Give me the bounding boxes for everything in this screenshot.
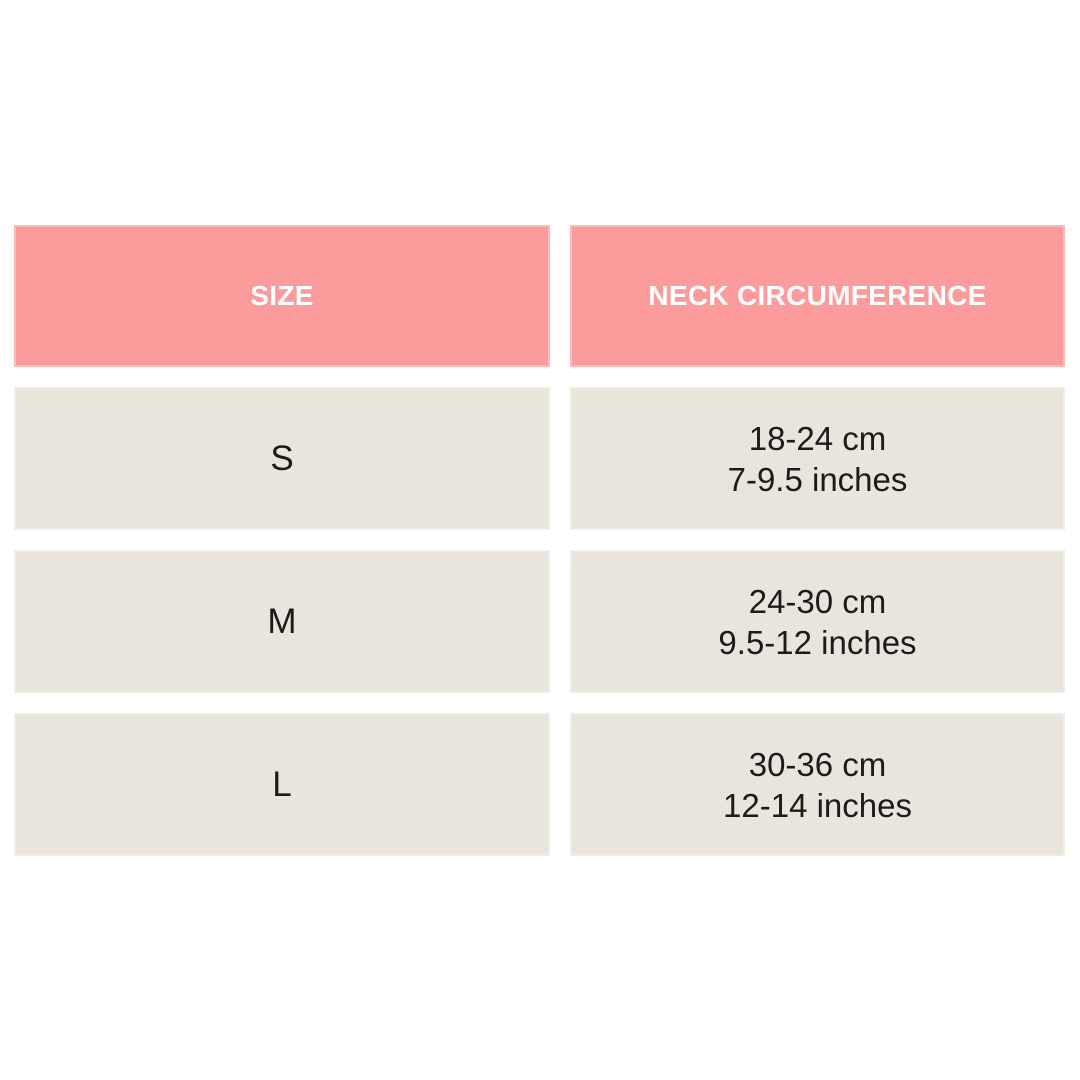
column-header-size: SIZE — [250, 280, 314, 311]
neck-cm-value: 18-24 cm — [748, 419, 887, 457]
neck-inches-value: 7-9.5 inches — [727, 460, 908, 498]
table-row-m: M 24-30 cm 9.5-12 inches — [14, 550, 1065, 693]
neck-cm-value: 24-30 cm — [748, 582, 887, 620]
neck-cell-s: 18-24 cm 7-9.5 inches — [570, 387, 1065, 530]
size-cell-m: M — [14, 550, 550, 693]
size-chart-table: SIZE NECK CIRCUMFERENCE S 18-24 cm 7-9.5… — [14, 225, 1065, 856]
neck-cell-l: 30-36 cm 12-14 inches — [570, 713, 1065, 856]
table-row-l: L 30-36 cm 12-14 inches — [14, 713, 1065, 856]
size-label: L — [272, 765, 292, 804]
column-header-neck-circumference: NECK CIRCUMFERENCE — [648, 280, 987, 311]
header-cell-size: SIZE — [14, 225, 550, 367]
neck-inches-value: 9.5-12 inches — [718, 623, 917, 661]
size-cell-s: S — [14, 387, 550, 530]
size-label: S — [270, 439, 294, 478]
table-header-row: SIZE NECK CIRCUMFERENCE — [14, 225, 1065, 367]
neck-cell-m: 24-30 cm 9.5-12 inches — [570, 550, 1065, 693]
size-label: M — [267, 602, 297, 641]
neck-cm-value: 30-36 cm — [748, 745, 887, 783]
neck-inches-value: 12-14 inches — [723, 786, 912, 824]
size-cell-l: L — [14, 713, 550, 856]
header-cell-neck-circumference: NECK CIRCUMFERENCE — [570, 225, 1065, 367]
table-row-s: S 18-24 cm 7-9.5 inches — [14, 387, 1065, 530]
